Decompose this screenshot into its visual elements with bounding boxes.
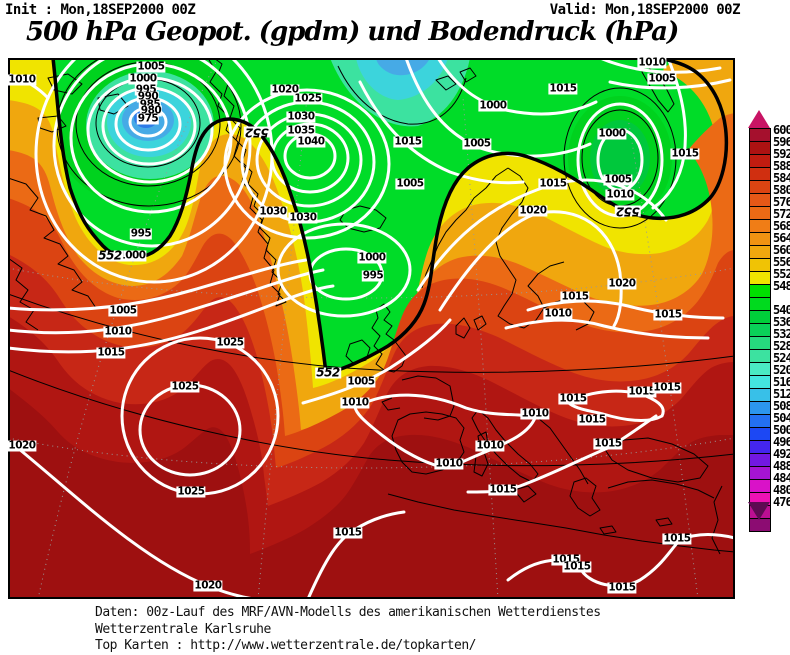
legend-value-label: 564 <box>773 231 790 245</box>
legend-color-band <box>750 311 770 324</box>
footer-line-org: Wetterzentrale Karlsruhe <box>95 621 271 637</box>
legend-value-label: 500 <box>773 423 790 437</box>
coastlines <box>7 57 736 555</box>
footer-credits: Daten: 00z-Lauf des MRF/AVN-Modells des … <box>95 605 601 655</box>
legend-arrow-top <box>748 110 770 128</box>
legend-value-label: 480 <box>773 483 790 497</box>
legend-value-label: 492 <box>773 447 790 461</box>
legend-value-label: 508 <box>773 399 790 413</box>
legend-color-band <box>750 298 770 311</box>
legend-value-label: 572 <box>773 207 790 221</box>
legend-color-band <box>750 168 770 181</box>
legend-color-band <box>750 259 770 272</box>
legend-value-label: 588 <box>773 159 790 173</box>
legend-color-band <box>750 415 770 428</box>
legend-color-band <box>750 376 770 389</box>
valid-time-label: Valid: Mon,18SEP2000 00Z <box>549 2 741 18</box>
legend-colorbar <box>749 128 771 532</box>
legend-color-band <box>750 324 770 337</box>
legend-color-band <box>750 363 770 376</box>
legend-value-label: 556 <box>773 255 790 269</box>
legend-value-label: 476 <box>773 495 790 509</box>
legend-arrow-bottom <box>748 502 770 520</box>
legend-value-label: 552 <box>773 267 790 281</box>
legend-value-label: 528 <box>773 339 790 353</box>
legend-color-band <box>750 519 770 531</box>
legend-color-band <box>750 389 770 402</box>
map-canvas <box>6 24 737 604</box>
legend-value-label: 568 <box>773 219 790 233</box>
color-scale-legend: 600 596 592 588 584 580 576 572 568 564 560 556 552 5… <box>747 110 790 550</box>
legend-value-label: 540 <box>773 303 790 317</box>
legend-color-band <box>750 220 770 233</box>
legend-color-band <box>750 480 770 493</box>
legend-value-label: 596 <box>773 135 790 149</box>
legend-color-band <box>750 272 770 285</box>
legend-value-label: 560 <box>773 243 790 257</box>
legend-color-band <box>750 142 770 155</box>
legend-color-band <box>750 337 770 350</box>
legend-value-label: 592 <box>773 147 790 161</box>
footer-line-data-source: Daten: 00z-Lauf des MRF/AVN-Modells des … <box>95 605 601 620</box>
legend-value-label: 484 <box>773 471 790 485</box>
legend-color-band <box>750 285 770 298</box>
legend-value-label: 532 <box>773 327 790 341</box>
legend-value-label: 548 <box>773 279 790 293</box>
init-time-label: Init : Mon,18SEP2000 00Z <box>5 2 196 18</box>
weather-map <box>6 24 737 604</box>
legend-value-label: 584 <box>773 171 790 185</box>
legend-color-band <box>750 207 770 220</box>
legend-color-band <box>750 428 770 441</box>
map-border <box>8 58 735 599</box>
legend-color-band <box>750 181 770 194</box>
legend-color-band <box>750 155 770 168</box>
legend-value-label: 516 <box>773 375 790 389</box>
footer-line-url: Top Karten : http://www.wetterzentrale.d… <box>95 638 476 653</box>
legend-color-band <box>750 467 770 480</box>
legend-value-label: 496 <box>773 435 790 449</box>
legend-color-band <box>750 233 770 246</box>
legend-value-label: 512 <box>773 387 790 401</box>
map-title: 500 hPa Geopot. (gpdm) und Bodendruck (h… <box>26 17 679 47</box>
legend-value-label: 536 <box>773 315 790 329</box>
legend-color-band <box>750 454 770 467</box>
legend-value-label: 576 <box>773 195 790 209</box>
legend-color-band <box>750 194 770 207</box>
legend-value-label: 524 <box>773 351 790 365</box>
legend-color-band <box>750 441 770 454</box>
legend-value-label: 504 <box>773 411 790 425</box>
legend-value-label: 520 <box>773 363 790 377</box>
legend-color-band <box>750 129 770 142</box>
legend-value-label: 600 <box>773 123 790 137</box>
legend-color-band <box>750 350 770 363</box>
legend-color-band <box>750 402 770 415</box>
legend-value-label: 488 <box>773 459 790 473</box>
legend-color-band <box>750 246 770 259</box>
legend-value-label: 580 <box>773 183 790 197</box>
